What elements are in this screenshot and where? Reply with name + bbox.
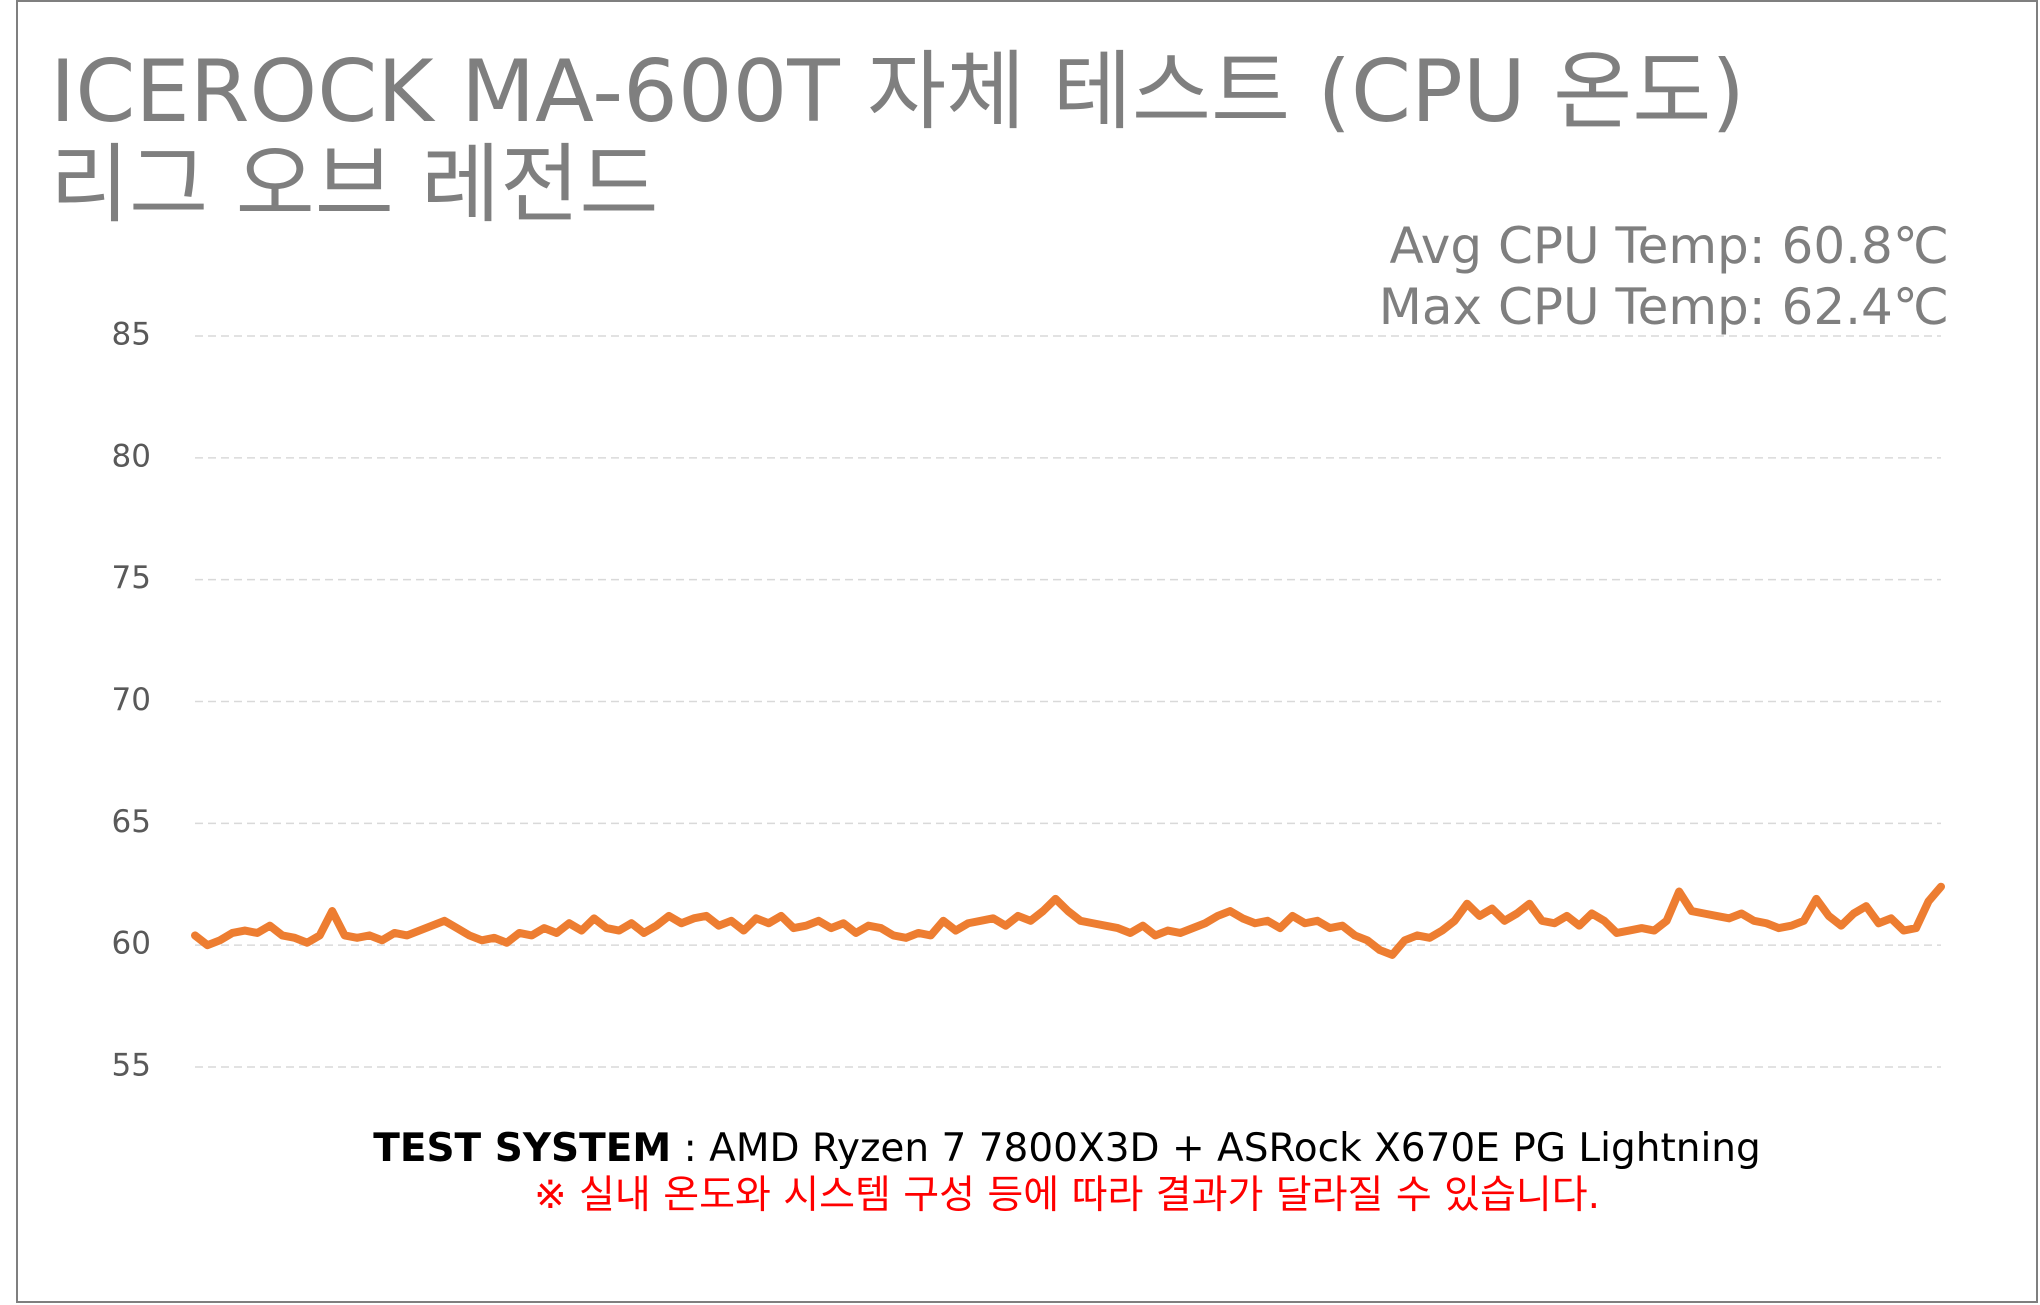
annotation: Max CPU Temp: 62.4℃ [1379, 278, 1949, 336]
y-tick-label: 60 [112, 926, 151, 962]
chart-title: ICEROCK MA-600T 자체 테스트 (CPU 온도) [50, 42, 1745, 142]
note: ※ 실내 온도와 시스템 구성 등에 따라 결과가 달라질 수 있습니다. [534, 1173, 1600, 1218]
y-tick-label: 65 [112, 804, 151, 840]
chart-subtitle: 리그 오브 레전드 [50, 135, 659, 235]
y-tick-label: 75 [112, 560, 151, 596]
data-line [191, 882, 1945, 959]
y-tick-label: 70 [112, 682, 151, 718]
chart-border [16, 0, 2038, 1303]
y-tick-label: 85 [112, 317, 151, 353]
y-tick-label: 80 [112, 438, 151, 474]
footer: TEST SYSTEM : AMD Ryzen 7 7800X3D + ASRo… [373, 1126, 1761, 1171]
footer-text: : AMD Ryzen 7 7800X3D + ASRock X670E PG … [671, 1126, 1761, 1171]
footer-label: TEST SYSTEM [373, 1126, 671, 1171]
y-tick-label: 55 [112, 1048, 151, 1084]
annotation: Avg CPU Temp: 60.8℃ [1389, 217, 1949, 275]
